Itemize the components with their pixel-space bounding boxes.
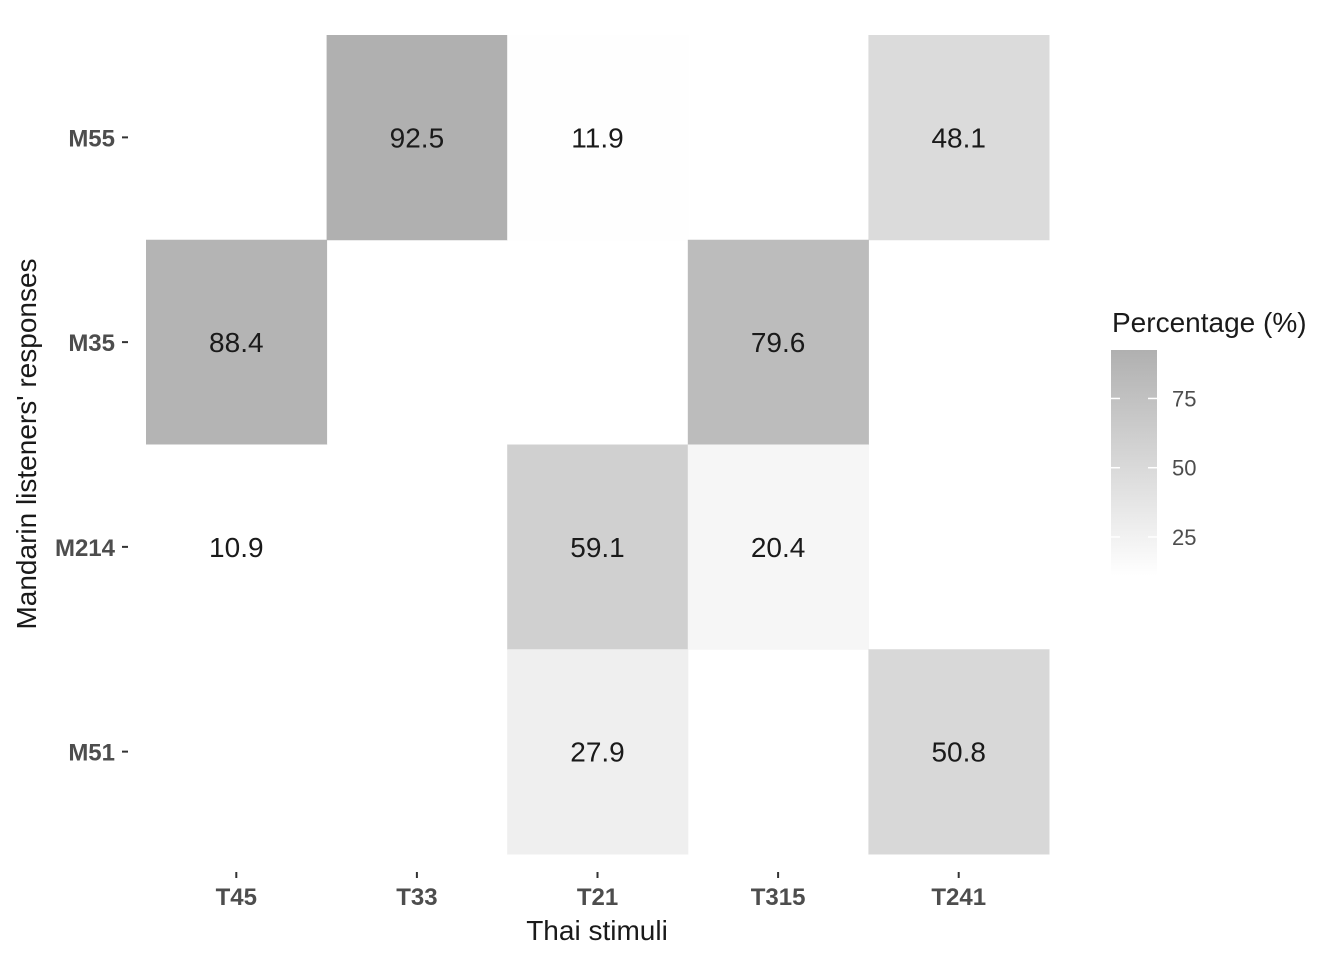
x-axis-title: Thai stimuli [526, 915, 668, 946]
cell-value-label: 27.9 [570, 737, 625, 768]
cell-value-label: 88.4 [209, 327, 264, 358]
cell-value-label: 10.9 [209, 532, 264, 563]
heatmap-cell [146, 444, 328, 650]
cell-value-label: 79.6 [751, 327, 806, 358]
y-axis: M55 M35 M214 M51 [55, 125, 128, 767]
heatmap-cell [507, 35, 689, 241]
x-tick-label: T241 [931, 884, 986, 911]
y-tick-label: M55 [68, 125, 115, 152]
cell-value-label: 11.9 [571, 122, 623, 153]
cell-value-label: 20.4 [751, 532, 806, 563]
legend-tick-label: 25 [1172, 525, 1196, 550]
y-axis-title: Mandarin listeners' responses [11, 258, 42, 629]
y-tick-label: M214 [55, 535, 116, 562]
cell-value-labels: 92.5 11.9 48.1 88.4 79.6 10.9 59.1 20.4 27.9 50.8 [209, 122, 986, 767]
y-tick-label: M51 [68, 740, 115, 767]
x-axis: T45 T33 T21 T315 T241 [216, 872, 986, 911]
legend-colorbar [1111, 350, 1157, 576]
legend-title: Percentage (%) [1112, 307, 1307, 338]
heatmap-cell [507, 444, 689, 650]
heatmap-cell [146, 239, 328, 445]
cell-value-label: 48.1 [931, 122, 986, 153]
legend-tick-label: 75 [1172, 386, 1196, 411]
cell-value-label: 92.5 [390, 122, 445, 153]
heatmap-cell [326, 35, 508, 241]
x-tick-label: T45 [216, 884, 257, 911]
x-tick-label: T315 [751, 884, 806, 911]
y-tick-label: M35 [68, 330, 115, 357]
x-tick-label: T21 [577, 884, 618, 911]
cell-value-label: 59.1 [570, 532, 625, 563]
heatmap-cell [687, 444, 869, 650]
heatmap-cell [507, 649, 689, 855]
heatmap-cells [146, 35, 1050, 855]
cell-value-label: 50.8 [931, 737, 986, 768]
x-tick-label: T33 [396, 884, 437, 911]
legend-tick-label: 50 [1172, 456, 1196, 481]
heatmap-cell [868, 649, 1050, 855]
heatmap-cell [868, 35, 1050, 241]
legend: Percentage (%) 25 50 75 [1111, 307, 1307, 576]
heatmap-cell [687, 239, 869, 445]
legend-ticks: 25 50 75 [1111, 386, 1196, 550]
